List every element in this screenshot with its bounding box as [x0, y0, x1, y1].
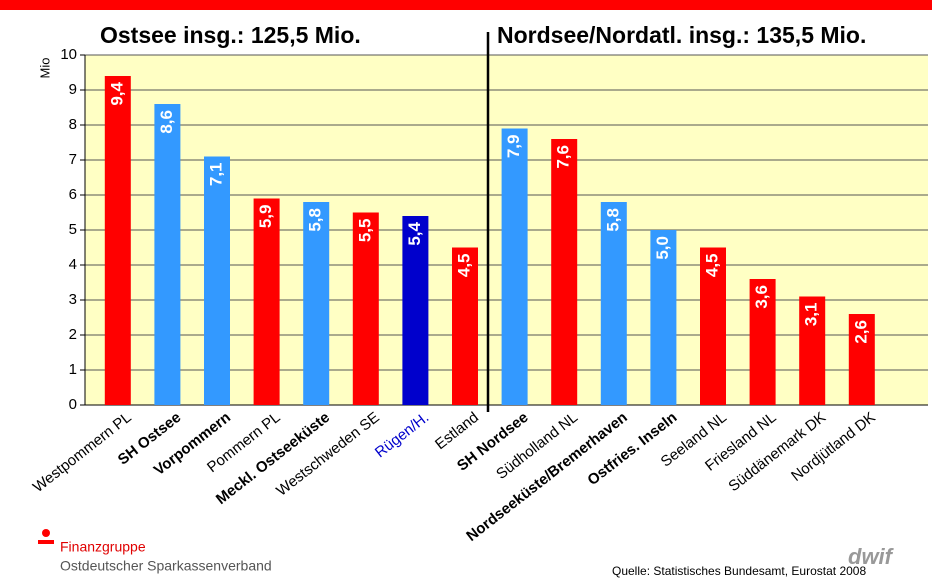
y-tick-label: 5 [69, 221, 77, 238]
value-label: 9,4 [107, 81, 126, 105]
bar [452, 247, 478, 405]
x-tick-label: Rügen/H. [372, 409, 432, 461]
x-tick-label: Nordjütland DK [788, 409, 879, 485]
bar [303, 202, 330, 405]
value-label: 5,4 [405, 221, 424, 245]
value-label: 5,5 [355, 219, 374, 243]
x-tick-label: Ostfries. Inseln [584, 409, 680, 489]
value-label: 3,6 [752, 285, 771, 309]
value-label: 7,9 [504, 135, 523, 159]
y-tick-label: 3 [69, 291, 77, 308]
bar [749, 279, 776, 405]
org: Ostdeutscher Sparkassenverband [60, 558, 272, 574]
value-label: 5,8 [306, 208, 325, 232]
value-label: 2,6 [851, 320, 870, 344]
section-title: Nordsee/Nordatl. insg.: 135,5 Mio. [497, 22, 866, 48]
y-tick-label: 10 [60, 46, 77, 63]
value-label: 7,1 [206, 163, 225, 187]
bar [402, 216, 429, 405]
value-label: 4,5 [454, 254, 473, 278]
bar [799, 296, 826, 405]
bar [352, 212, 379, 405]
bar [848, 314, 875, 405]
y-tick-label: 9 [69, 81, 77, 98]
y-tick-label: 1 [69, 361, 77, 378]
value-label: 5,8 [603, 208, 622, 232]
y-axis-label: Mio [37, 58, 52, 79]
bar [204, 156, 230, 405]
y-tick-label: 2 [69, 326, 77, 343]
logo: dwif [848, 544, 895, 569]
logo-dot [42, 529, 50, 537]
logo-bar [38, 540, 54, 544]
bar [650, 230, 677, 405]
y-tick-label: 6 [69, 186, 77, 203]
y-tick-label: 4 [69, 256, 77, 273]
value-label: 5,9 [256, 205, 275, 229]
bar [104, 76, 131, 405]
y-tick-label: 8 [69, 116, 77, 133]
value-label: 7,6 [554, 145, 573, 169]
y-tick-label: 7 [69, 151, 77, 168]
value-label: 3,1 [802, 303, 821, 327]
source: Quelle: Statistisches Bundesamt, Eurosta… [612, 564, 866, 578]
y-tick-label: 0 [69, 396, 77, 413]
value-label: 8,6 [157, 110, 176, 134]
bar [154, 104, 181, 405]
value-label: 5,0 [653, 236, 672, 260]
brand: Finanzgruppe [60, 539, 146, 555]
value-label: 4,5 [702, 254, 721, 278]
bar [700, 247, 726, 405]
section-title: Ostsee insg.: 125,5 Mio. [100, 22, 361, 48]
bar [253, 198, 280, 405]
top-bar [0, 0, 932, 10]
bar [600, 202, 627, 405]
bar [501, 128, 528, 405]
bar [551, 139, 578, 405]
